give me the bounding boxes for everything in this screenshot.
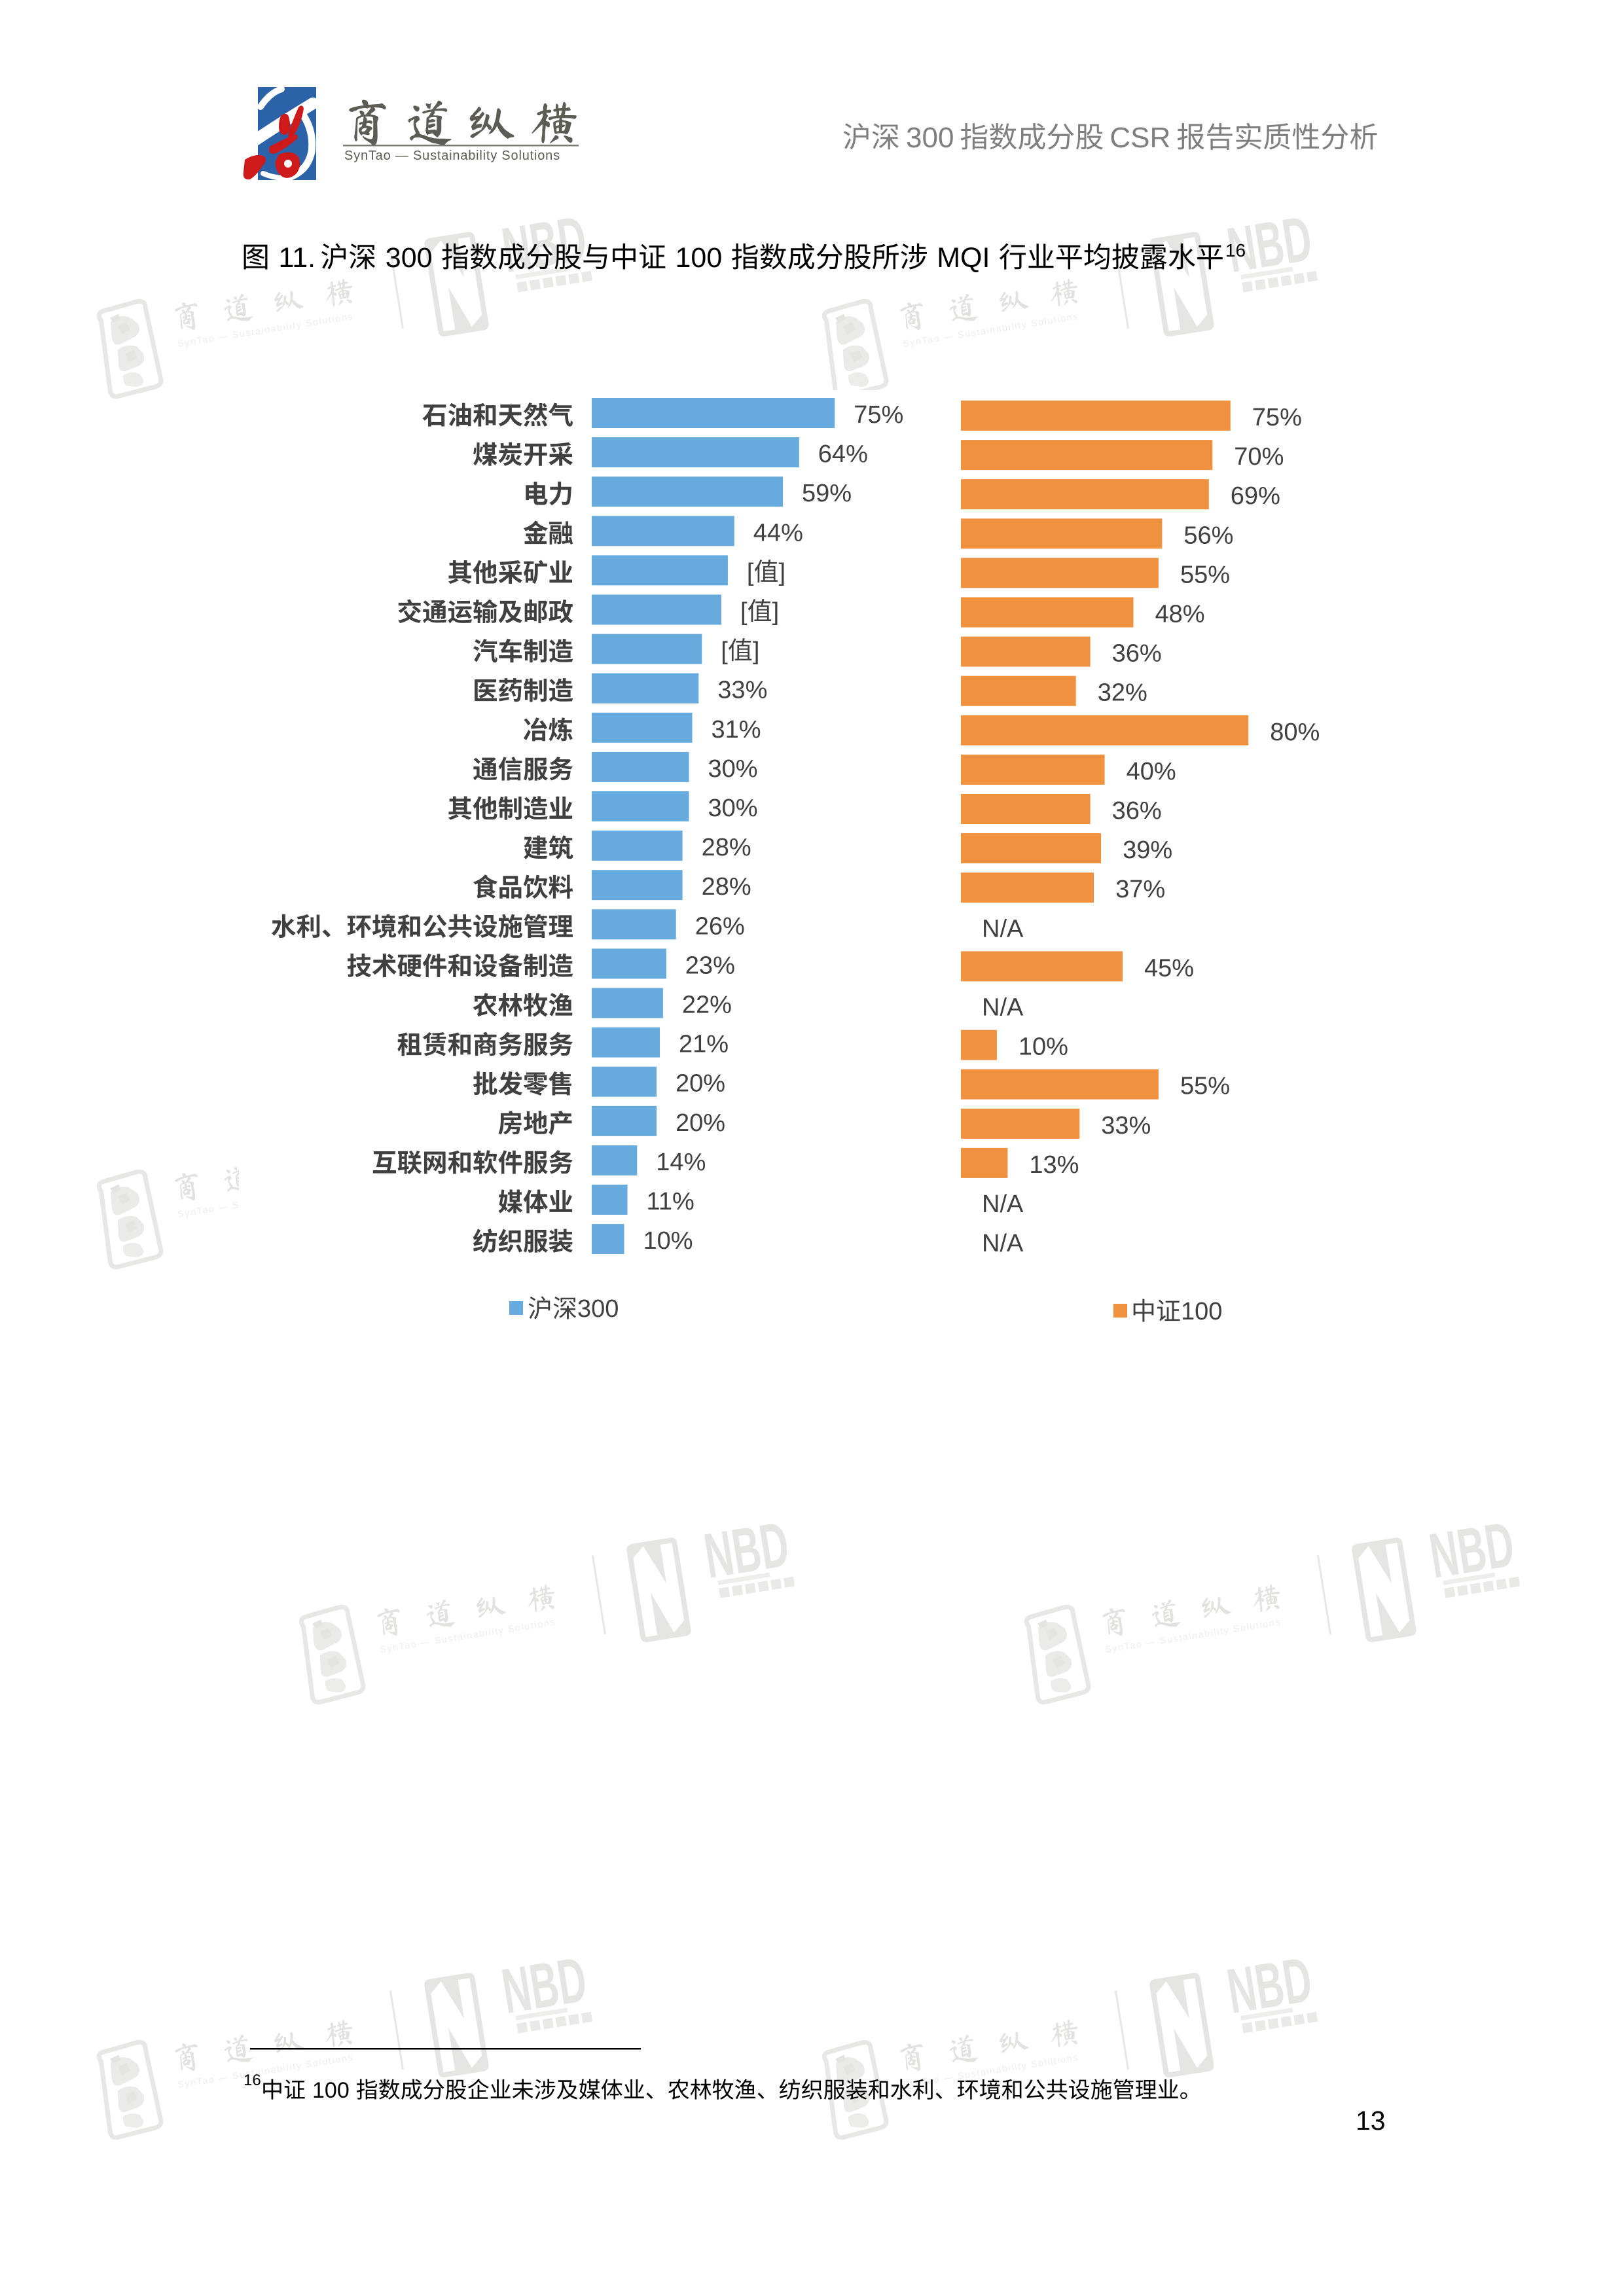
svg-text:100: 100 xyxy=(676,242,723,274)
svg-text:20%: 20% xyxy=(676,1070,725,1098)
svg-text:59%: 59% xyxy=(802,480,852,507)
svg-text:28%: 28% xyxy=(702,834,751,861)
svg-text:10%: 10% xyxy=(643,1227,693,1255)
svg-text:45%: 45% xyxy=(1144,954,1194,982)
svg-text:300: 300 xyxy=(906,122,954,154)
svg-text:13: 13 xyxy=(1356,2106,1386,2136)
svg-text:11.: 11. xyxy=(279,242,316,274)
svg-text:CSR: CSR xyxy=(1110,122,1170,154)
svg-text:31%: 31% xyxy=(712,716,761,744)
svg-text:32%: 32% xyxy=(1098,679,1147,707)
svg-text:64%: 64% xyxy=(818,440,868,468)
svg-text:44%: 44% xyxy=(753,519,803,547)
svg-text:N/A: N/A xyxy=(982,994,1024,1022)
svg-text:N/A: N/A xyxy=(982,915,1024,942)
svg-text:37%: 37% xyxy=(1115,876,1165,903)
svg-text:N/A: N/A xyxy=(982,1230,1024,1257)
svg-text:16: 16 xyxy=(244,2072,261,2089)
svg-text:14%: 14% xyxy=(656,1149,706,1176)
svg-text:23%: 23% xyxy=(685,952,735,979)
svg-text:55%: 55% xyxy=(1180,1073,1230,1100)
svg-text:300: 300 xyxy=(386,242,433,274)
svg-text:48%: 48% xyxy=(1155,601,1205,628)
svg-text:36%: 36% xyxy=(1112,797,1162,825)
svg-text:55%: 55% xyxy=(1180,561,1230,588)
svg-text:70%: 70% xyxy=(1234,443,1284,471)
svg-text:80%: 80% xyxy=(1270,719,1320,746)
svg-text:21%: 21% xyxy=(679,1031,729,1058)
svg-text:]: ] xyxy=(753,637,760,665)
svg-text:]: ] xyxy=(779,559,786,586)
svg-text:MQI: MQI xyxy=(937,242,990,274)
svg-text:33%: 33% xyxy=(1101,1112,1151,1139)
svg-text:36%: 36% xyxy=(1112,640,1162,668)
svg-text:40%: 40% xyxy=(1127,758,1176,785)
svg-text:10%: 10% xyxy=(1019,1033,1068,1061)
svg-text:75%: 75% xyxy=(854,401,903,429)
svg-text:69%: 69% xyxy=(1231,482,1280,510)
svg-text:SynTao — Sustainability Soluti: SynTao — Sustainability Solutions xyxy=(344,149,560,163)
svg-text:[: [ xyxy=(740,598,748,626)
svg-text:30%: 30% xyxy=(708,795,758,822)
svg-text:[: [ xyxy=(747,559,754,586)
svg-text:100: 100 xyxy=(1181,1298,1222,1325)
svg-text:22%: 22% xyxy=(682,992,732,1019)
svg-text:]: ] xyxy=(772,598,780,626)
svg-text:39%: 39% xyxy=(1123,836,1172,864)
svg-text:56%: 56% xyxy=(1183,522,1233,549)
svg-text:13%: 13% xyxy=(1029,1151,1079,1179)
svg-text:26%: 26% xyxy=(695,912,745,940)
svg-text:30%: 30% xyxy=(708,755,758,783)
svg-text:75%: 75% xyxy=(1252,404,1302,431)
svg-text:20%: 20% xyxy=(676,1109,725,1137)
svg-text:100: 100 xyxy=(312,2078,350,2103)
svg-text:33%: 33% xyxy=(717,677,767,704)
svg-text:[: [ xyxy=(721,637,728,665)
svg-text:11%: 11% xyxy=(647,1188,695,1215)
svg-text:16: 16 xyxy=(1225,240,1246,260)
svg-text:28%: 28% xyxy=(702,873,751,901)
svg-text:300: 300 xyxy=(577,1295,619,1323)
svg-text:N/A: N/A xyxy=(982,1191,1024,1218)
